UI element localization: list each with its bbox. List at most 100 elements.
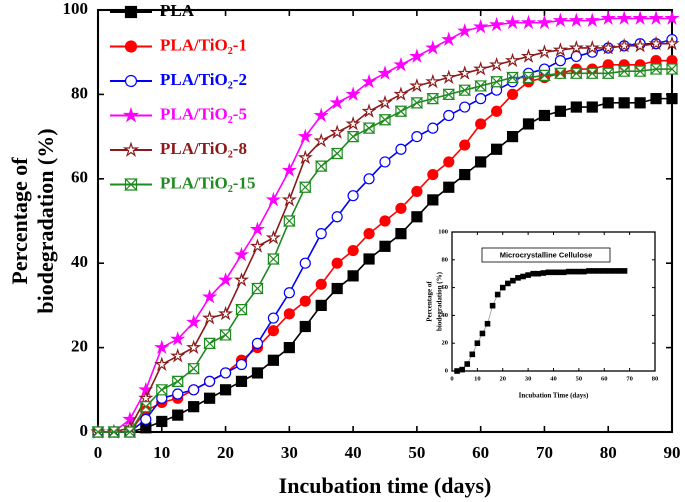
marker <box>394 105 408 117</box>
marker <box>265 191 281 207</box>
marker <box>233 272 250 287</box>
marker <box>560 269 567 276</box>
marker <box>313 107 329 122</box>
marker <box>427 122 439 134</box>
marker <box>617 65 631 77</box>
marker <box>469 351 476 358</box>
marker <box>536 44 553 59</box>
marker <box>535 270 542 277</box>
marker <box>506 71 520 84</box>
marker <box>362 122 376 134</box>
legend-label: PLA/TiO₂-2 <box>160 70 247 89</box>
legend-label: PLA/TiO₂-1 <box>160 35 247 54</box>
marker <box>298 181 312 193</box>
y-tick-label: 20 <box>71 337 88 356</box>
marker <box>315 228 327 240</box>
marker <box>522 118 535 130</box>
marker <box>267 325 279 337</box>
x-tick-label: 60 <box>601 375 608 382</box>
legend-label: PLA/TiO₂-8 <box>160 139 247 158</box>
marker <box>329 124 345 139</box>
marker <box>649 63 663 75</box>
marker <box>426 93 440 105</box>
marker <box>459 101 471 113</box>
y-tick-label: 60 <box>442 284 449 291</box>
marker <box>601 268 608 274</box>
marker <box>155 384 169 396</box>
marker <box>204 375 216 387</box>
marker <box>600 39 616 55</box>
marker <box>281 162 297 177</box>
marker <box>202 288 218 304</box>
marker <box>550 269 557 276</box>
marker <box>632 10 648 25</box>
x-tick-label: 20 <box>500 375 507 382</box>
marker <box>489 16 505 32</box>
marker <box>330 147 344 160</box>
marker <box>267 354 279 366</box>
x-tick-label: 50 <box>576 375 583 382</box>
marker <box>346 131 360 143</box>
marker <box>251 367 264 379</box>
marker <box>606 268 613 274</box>
x-tick-label: 40 <box>550 375 557 382</box>
marker <box>565 268 572 275</box>
marker <box>520 48 537 63</box>
marker <box>474 340 481 347</box>
marker <box>299 295 311 307</box>
marker <box>266 253 280 265</box>
y-tick-label: 20 <box>442 340 449 347</box>
y-axis-label: Percentage of <box>7 157 32 285</box>
marker <box>283 308 295 320</box>
marker <box>459 168 471 181</box>
marker <box>586 268 592 274</box>
marker <box>552 12 568 28</box>
marker <box>393 86 409 101</box>
marker <box>156 415 168 428</box>
marker <box>552 42 568 57</box>
marker <box>475 156 487 168</box>
marker <box>249 221 266 236</box>
marker <box>409 48 425 63</box>
marker <box>618 97 630 109</box>
marker <box>510 277 516 284</box>
marker <box>188 384 200 396</box>
marker <box>632 37 648 53</box>
marker <box>297 149 313 165</box>
marker <box>315 278 327 290</box>
marker <box>459 366 465 373</box>
marker <box>536 14 553 30</box>
marker <box>171 375 185 387</box>
marker <box>411 131 423 143</box>
marker <box>219 329 233 341</box>
marker <box>363 228 375 240</box>
marker <box>568 39 584 55</box>
marker <box>464 361 471 367</box>
marker <box>250 282 264 295</box>
marker <box>267 312 279 324</box>
marker <box>602 97 614 109</box>
marker <box>474 80 488 92</box>
marker <box>499 284 506 291</box>
x-tick-label: 50 <box>408 443 425 462</box>
marker <box>361 73 377 89</box>
marker <box>664 35 680 51</box>
marker <box>139 401 153 413</box>
marker <box>249 238 266 253</box>
marker <box>581 268 587 275</box>
marker <box>378 114 392 126</box>
marker <box>331 282 343 295</box>
series <box>454 268 628 374</box>
series <box>90 35 680 439</box>
marker <box>616 10 632 25</box>
marker <box>459 139 471 151</box>
marker <box>473 18 489 34</box>
marker <box>442 88 456 100</box>
legend-entry: PLA/TiO₂-2 <box>110 70 247 89</box>
x-tick-label: 80 <box>600 443 617 462</box>
marker <box>506 131 519 143</box>
marker <box>494 291 501 298</box>
marker <box>154 356 170 371</box>
marker <box>377 65 393 80</box>
marker <box>124 178 138 191</box>
